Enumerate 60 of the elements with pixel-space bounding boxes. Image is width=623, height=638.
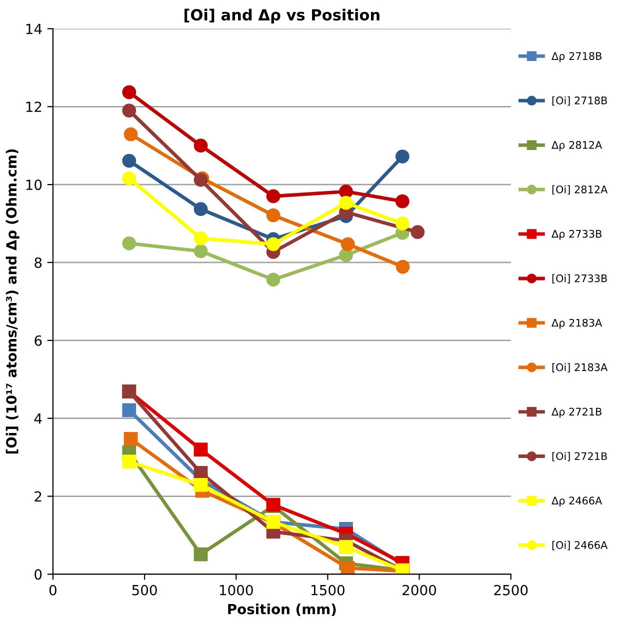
x-tick-label: 2500 — [494, 584, 528, 596]
legend-label: Δρ 2183A — [552, 318, 602, 329]
point — [339, 196, 353, 210]
point — [124, 432, 138, 446]
point — [266, 208, 280, 222]
x-tick-label: 1000 — [220, 584, 253, 596]
x-tick-label: 1500 — [312, 584, 344, 596]
point — [266, 189, 280, 204]
point — [194, 231, 208, 246]
point — [396, 260, 410, 274]
y-tick-label: 0 — [34, 569, 42, 580]
point — [194, 138, 208, 153]
legend-label: Δρ 2733B — [552, 230, 602, 240]
legend-label: [Oi] 2812A — [552, 185, 608, 195]
point — [194, 442, 208, 456]
x-axis-title: Position (mm) — [228, 604, 336, 616]
y-tick-label: 14 — [26, 24, 42, 34]
legend-label: [Oi] 2183A — [552, 363, 608, 372]
legend-label: [Oi] 2466A — [552, 540, 608, 550]
y-tick-label: 8 — [34, 257, 42, 268]
point — [410, 225, 425, 240]
point — [122, 454, 136, 469]
point — [122, 403, 136, 418]
legend-label: Δρ 2466A — [552, 496, 602, 507]
legend-label: Δρ 2718B — [552, 52, 602, 62]
point — [339, 248, 353, 262]
point — [124, 127, 138, 142]
point — [340, 237, 355, 252]
legend-label: Δρ 2812A — [552, 141, 602, 151]
x-tick-label: 500 — [132, 584, 157, 596]
point — [122, 236, 136, 250]
point — [395, 194, 410, 208]
point — [122, 104, 136, 118]
point — [122, 85, 136, 100]
point — [122, 154, 136, 168]
point — [339, 184, 353, 199]
y-tick-label: 2 — [34, 491, 42, 502]
legend-label: Δρ 2721B — [552, 408, 602, 418]
point — [266, 272, 280, 287]
x-tick-label: 2000 — [402, 584, 436, 596]
point — [194, 244, 208, 258]
point — [395, 216, 410, 230]
x-tick-label: 0 — [49, 584, 56, 596]
point — [395, 150, 410, 164]
y-axis-title: [Oi] (10¹⁷ atoms/cm³) and Δρ (Ohm.cm) — [6, 149, 20, 454]
point — [339, 540, 353, 554]
point — [340, 561, 355, 574]
y-tick-label: 10 — [26, 180, 42, 190]
y-tick-label: 12 — [26, 102, 42, 112]
y-tick-label: 6 — [34, 335, 42, 346]
point — [194, 202, 208, 216]
y-tick-label: 4 — [34, 413, 42, 424]
point — [194, 547, 208, 562]
legend-label: [Oi] 2721B — [552, 452, 607, 462]
chart-title: [Oi] and Δρ vs Position — [184, 8, 380, 24]
point — [122, 171, 136, 186]
point — [266, 237, 280, 252]
point — [194, 478, 208, 492]
legend-label: [Oi] 2733B — [552, 274, 607, 284]
legend-label: [Oi] 2718B — [552, 96, 607, 106]
